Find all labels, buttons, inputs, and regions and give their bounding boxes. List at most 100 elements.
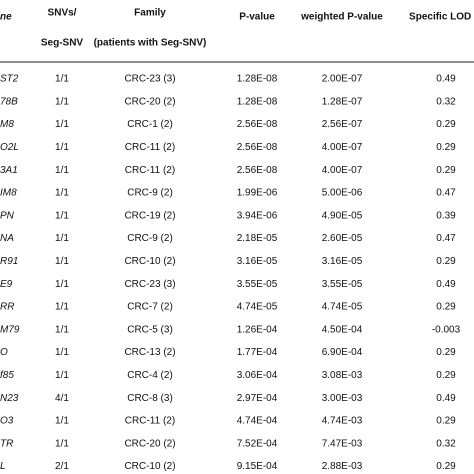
table-cell: 2.88E-03 [322,461,363,472]
table-cell: 3.06E-04 [237,370,278,381]
table-cell: 6.90E-04 [322,347,363,358]
table-cell: 0.49 [436,279,456,290]
gene-cell: M79 [0,324,20,335]
table-cell: CRC-10 (2) [124,256,175,267]
table-cell: CRC-11 (2) [125,165,175,176]
table-cell: 1/1 [55,233,69,244]
table-cell: CRC-5 (3) [127,324,173,335]
table-cell: CRC-9 (2) [127,188,173,199]
gene-cell: L [0,461,6,472]
table-cell: 1/1 [55,370,69,381]
gene-cell: E9 [0,279,13,290]
table-cell: 4.50E-04 [322,324,363,335]
table-cell: 2.60E-05 [322,233,363,244]
table-cell: 1.77E-04 [237,347,278,358]
table-cell: CRC-8 (3) [127,393,173,404]
table-cell: 0.47 [436,188,456,199]
table-cell: 0.29 [436,302,456,313]
table-cell: 3.16E-05 [322,256,363,267]
table-cell: CRC-7 (2) [127,302,173,313]
table-cell: 7.52E-04 [237,438,278,449]
table-cell: 5.00E-06 [322,188,363,199]
table-cell: 0.29 [436,142,456,153]
gene-cell: N23 [0,393,19,404]
table-cell: -0.003 [432,324,461,335]
table-cell: 1/1 [55,279,69,290]
table-cell: CRC-19 (2) [124,210,175,221]
gene-cell: O3 [0,416,14,427]
table-cell: 0.29 [436,165,456,176]
table-cell: 3.16E-05 [237,256,278,267]
table-cell: 9.15E-04 [237,461,278,472]
table-cell: 4.74E-05 [322,302,363,313]
table-cell: CRC-11 (2) [125,416,175,427]
table-cell: 1/1 [55,256,69,267]
table-cell: 0.39 [436,210,456,221]
table-cell: 2.56E-08 [237,165,278,176]
table-cell: 1/1 [55,188,69,199]
table-cell: 0.29 [436,370,456,381]
table-cell: 4.00E-07 [322,142,363,153]
table-cell: 7.47E-03 [322,438,363,449]
header-cell: weighted P-value [300,12,383,23]
table-cell: 4.74E-04 [237,416,278,427]
gene-cell: M8 [0,119,14,130]
table-cell: 0.47 [436,233,456,244]
table-cell: 1.28E-08 [237,74,278,85]
table-cell: 4.74E-03 [322,416,363,427]
table-cell: 1.28E-08 [237,96,278,107]
table-cell: 0.29 [436,461,456,472]
table-cell: CRC-9 (2) [127,233,173,244]
table-cell: 1/1 [55,324,69,335]
table-cell: 0.32 [436,96,456,107]
gene-cell: O2L [0,142,19,153]
table-cell: 2.56E-07 [322,119,363,130]
table-cell: 3.94E-06 [237,210,278,221]
gene-cell: 3A1 [0,165,18,176]
header-cell: Specific LOD at [409,12,474,23]
table-cell: 1.28E-07 [322,96,363,107]
table-cell: 1.26E-04 [237,324,278,335]
table-cell: 2.97E-04 [237,393,278,404]
header-cell: Seg-SNV [41,38,84,49]
gene-cell: IM8 [0,188,17,199]
table-cell: 0.29 [436,416,456,427]
table-cell: CRC-4 (2) [127,370,173,381]
table-cell: 0.29 [436,256,456,267]
table-cell: 3.00E-03 [322,393,363,404]
header-cell: P-value [239,12,275,23]
table-cell: 1/1 [55,74,69,85]
table-cell: 0.32 [436,438,456,449]
table-cell: CRC-11 (2) [125,142,175,153]
table-cell: 1/1 [55,165,69,176]
gene-cell: 78B [0,96,18,107]
table-cell: CRC-23 (3) [124,74,175,85]
table-cell: 4.00E-07 [322,165,363,176]
table-cell: 1/1 [55,438,69,449]
table-cell: 1/1 [55,302,69,313]
gene-cell: PN [0,210,15,221]
table-cell: CRC-1 (2) [127,119,173,130]
gene-cell: O [0,347,8,358]
table-cell: 2/1 [55,461,69,472]
table-cell: 4/1 [55,393,69,404]
gene-cell: f85 [0,370,14,381]
gene-cell: TR [0,438,13,449]
header-cell: ne [0,12,12,23]
table-cell: 1/1 [55,210,69,221]
table-cell: 3.55E-05 [237,279,278,290]
table-cell: CRC-10 (2) [124,461,175,472]
header-cell: SNVs/ [48,8,77,19]
gene-cell: R91 [0,256,18,267]
table-cell: 1.99E-06 [237,188,278,199]
gene-cell: ST2 [0,74,19,85]
table-cell: CRC-20 (2) [124,96,175,107]
table-cell: 2.56E-08 [237,142,278,153]
gene-cell: RR [0,302,14,313]
table-cell: 3.55E-05 [322,279,363,290]
table-cell: CRC-13 (2) [124,347,175,358]
table-cell: 0.29 [436,347,456,358]
table-cell: 4.74E-05 [237,302,278,313]
